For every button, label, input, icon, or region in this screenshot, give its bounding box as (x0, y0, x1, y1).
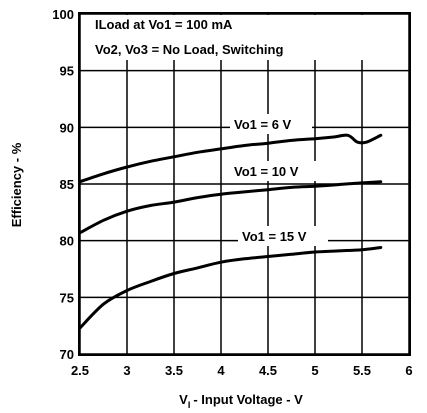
series-label-10v: Vo1 = 10 V (234, 164, 299, 179)
x-tick-label: 4 (217, 363, 225, 378)
series-label-15v: Vo1 = 15 V (242, 229, 307, 244)
y-tick-label: 85 (60, 177, 74, 192)
series-label-6v: Vo1 = 6 V (234, 117, 292, 132)
x-tick-label: 5 (311, 363, 318, 378)
series-lines (78, 133, 383, 330)
series-line-10v (78, 180, 383, 235)
series-label-bg-15v (238, 226, 328, 246)
x-tick-label: 2.5 (71, 363, 89, 378)
x-tick-labels: 2.5 3 3.5 4 4.5 5 5.5 6 (71, 363, 413, 378)
x-axis-title-text: - Input Voltage - V (193, 392, 303, 407)
series-line-15v (78, 246, 383, 330)
x-tick-label: 4.5 (259, 363, 277, 378)
x-tick-label: 6 (405, 363, 412, 378)
x-tick-label: 5.5 (353, 363, 371, 378)
annotation-line-2: Vo2, Vo3 = No Load, Switching (95, 42, 283, 57)
x-tick-label: 3.5 (165, 363, 183, 378)
plot-frame (78, 12, 411, 356)
y-tick-labels: 70 75 80 85 90 95 100 (52, 7, 74, 362)
series-line-6v (78, 133, 383, 184)
series-label-bg-6v (230, 114, 312, 134)
x-axis-title-symbol: V (179, 392, 188, 407)
y-tick-label: 75 (60, 290, 74, 305)
x-axis-title-subscript: I (188, 400, 191, 410)
y-tick-label: 90 (60, 120, 74, 135)
x-tick-label: 3 (123, 363, 130, 378)
y-tick-label: 100 (52, 7, 74, 22)
annotation-line-1: ILoad at Vo1 = 100 mA (95, 17, 233, 32)
annotation-background (88, 15, 363, 60)
y-tick-label: 80 (60, 234, 74, 249)
y-tick-label: 70 (60, 347, 74, 362)
y-tick-label: 95 (60, 64, 74, 79)
y-axis-title: Efficiency - % (9, 142, 24, 227)
series-label-bg-10v (230, 161, 320, 181)
x-axis-title: VI - Input Voltage - V (179, 392, 303, 410)
